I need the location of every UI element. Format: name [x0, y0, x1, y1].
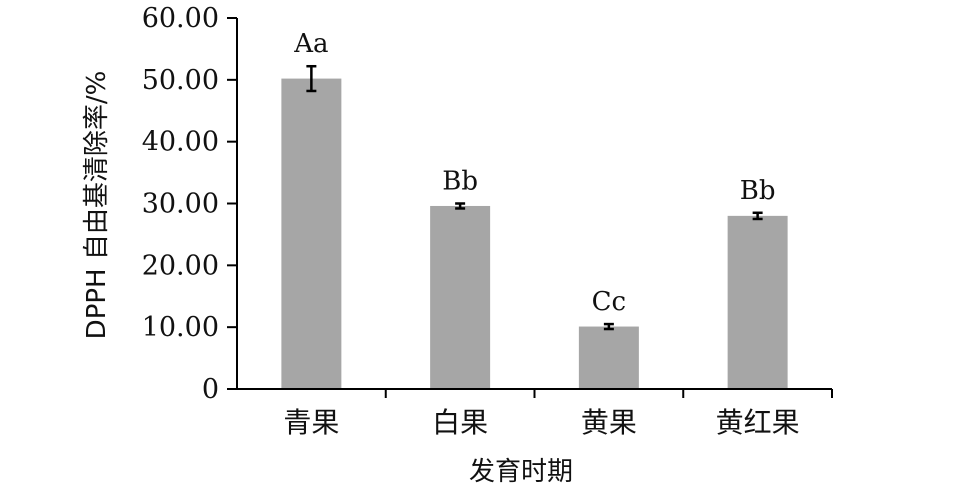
bar [430, 205, 491, 389]
x-category-label: 白果 [432, 406, 488, 439]
y-tick-label: 40.00 [142, 127, 219, 158]
significance-label: Bb [442, 167, 478, 197]
y-tick-label: 50.00 [142, 65, 219, 96]
y-tick-label: 30.00 [142, 189, 219, 220]
significance-label: Bb [740, 176, 776, 206]
bar [281, 78, 342, 389]
significance-label: Cc [592, 287, 626, 317]
y-axis-ticks: 0 10.00 20.00 30.00 40.00 50.00 60.00 [142, 3, 237, 405]
bar [578, 326, 639, 389]
significance-labels-group: Aa Bb Cc Bb [293, 29, 775, 317]
x-category-label: 黄红果 [716, 406, 800, 439]
error-bars-group [306, 64, 763, 331]
bars-group [281, 78, 788, 389]
y-tick-label: 10.00 [142, 312, 219, 343]
x-category-label: 黄果 [581, 406, 637, 439]
y-tick-label: 0 [202, 374, 219, 405]
x-axis-title: 发育时期 [469, 457, 573, 487]
significance-label: Aa [293, 29, 328, 59]
x-category-label: 青果 [283, 406, 339, 439]
bar [727, 215, 788, 389]
y-tick-label: 20.00 [142, 250, 219, 281]
x-axis-ticks: 青果 白果 黄果 黄红果 [283, 389, 833, 439]
y-tick-label: 60.00 [142, 3, 219, 34]
y-axis-title: DPPH 自由基清除率/% [82, 71, 112, 340]
